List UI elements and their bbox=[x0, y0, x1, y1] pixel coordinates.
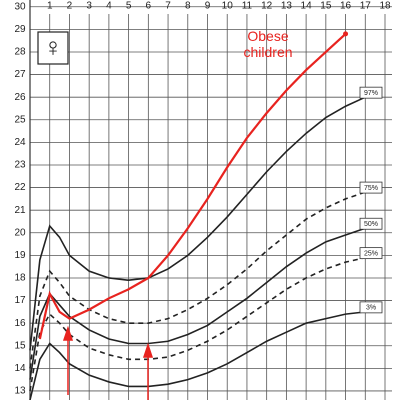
x-tick-label: 9 bbox=[205, 1, 211, 12]
y-tick-label: 17 bbox=[14, 295, 26, 306]
x-tick-label: 11 bbox=[242, 1, 253, 12]
label-box bbox=[359, 217, 383, 230]
series-line bbox=[29, 191, 366, 369]
series-label: 50% bbox=[364, 221, 378, 228]
x-tick-label: 7 bbox=[165, 1, 171, 12]
x-tick-label: 10 bbox=[222, 1, 234, 12]
series-line bbox=[29, 256, 366, 392]
arrows bbox=[62, 325, 154, 400]
x-tick-label: 18 bbox=[379, 1, 391, 12]
series-line bbox=[29, 311, 366, 400]
y-tick-label: 14 bbox=[14, 363, 26, 374]
y-tick-label: 15 bbox=[14, 340, 26, 351]
sex-symbol: ♀ bbox=[43, 32, 63, 62]
x-tick-label: 15 bbox=[320, 1, 332, 12]
label-box bbox=[359, 86, 383, 99]
series-label: 75% bbox=[364, 185, 378, 192]
x-tick-label: 5 bbox=[126, 1, 132, 12]
x-tick-label: 17 bbox=[360, 1, 372, 12]
y-tick-label: 13 bbox=[14, 386, 26, 397]
series-label: 3% bbox=[366, 305, 376, 312]
series-label: Obese children bbox=[243, 28, 293, 60]
y-tick-label: 27 bbox=[14, 69, 26, 80]
x-tick-label: 2 bbox=[67, 1, 73, 12]
y-tick-label: 18 bbox=[14, 273, 26, 284]
y-tick-label: 24 bbox=[14, 137, 26, 148]
symbol-box bbox=[37, 31, 69, 65]
x-tick-label: 6 bbox=[146, 1, 152, 12]
x-tick-label: 1 bbox=[47, 1, 53, 12]
y-tick-label: 28 bbox=[14, 47, 26, 58]
series-line bbox=[29, 227, 366, 380]
x-tick-label: 16 bbox=[340, 1, 352, 12]
series-line bbox=[38, 33, 347, 340]
label-box bbox=[359, 301, 383, 314]
y-tick-label: 26 bbox=[14, 92, 26, 103]
y-tick-label: 25 bbox=[14, 114, 26, 125]
x-tick-label: 12 bbox=[261, 1, 273, 12]
series-label: 25% bbox=[364, 250, 378, 257]
end-dot bbox=[343, 31, 349, 37]
arrow-head bbox=[142, 342, 154, 358]
series-label: 97% bbox=[364, 90, 378, 97]
x-tick-label: 4 bbox=[106, 1, 112, 12]
x-tick-label: 14 bbox=[301, 1, 313, 12]
arrow-head bbox=[62, 325, 74, 341]
y-tick-label: 20 bbox=[14, 227, 26, 238]
x-tick-label: 3 bbox=[86, 1, 92, 12]
y-tick-label: 21 bbox=[14, 205, 26, 216]
y-tick-label: 29 bbox=[14, 24, 26, 35]
label-box bbox=[359, 181, 383, 194]
y-tick-label: 16 bbox=[14, 318, 26, 329]
series-line bbox=[29, 96, 366, 351]
label-box bbox=[359, 247, 383, 260]
y-tick-label: 23 bbox=[14, 160, 26, 171]
y-tick-label: 19 bbox=[14, 250, 26, 261]
x-tick-label: 13 bbox=[281, 1, 293, 12]
y-tick-label: 30 bbox=[14, 1, 26, 12]
x-tick-label: 8 bbox=[185, 1, 191, 12]
y-tick-label: 22 bbox=[14, 182, 26, 193]
